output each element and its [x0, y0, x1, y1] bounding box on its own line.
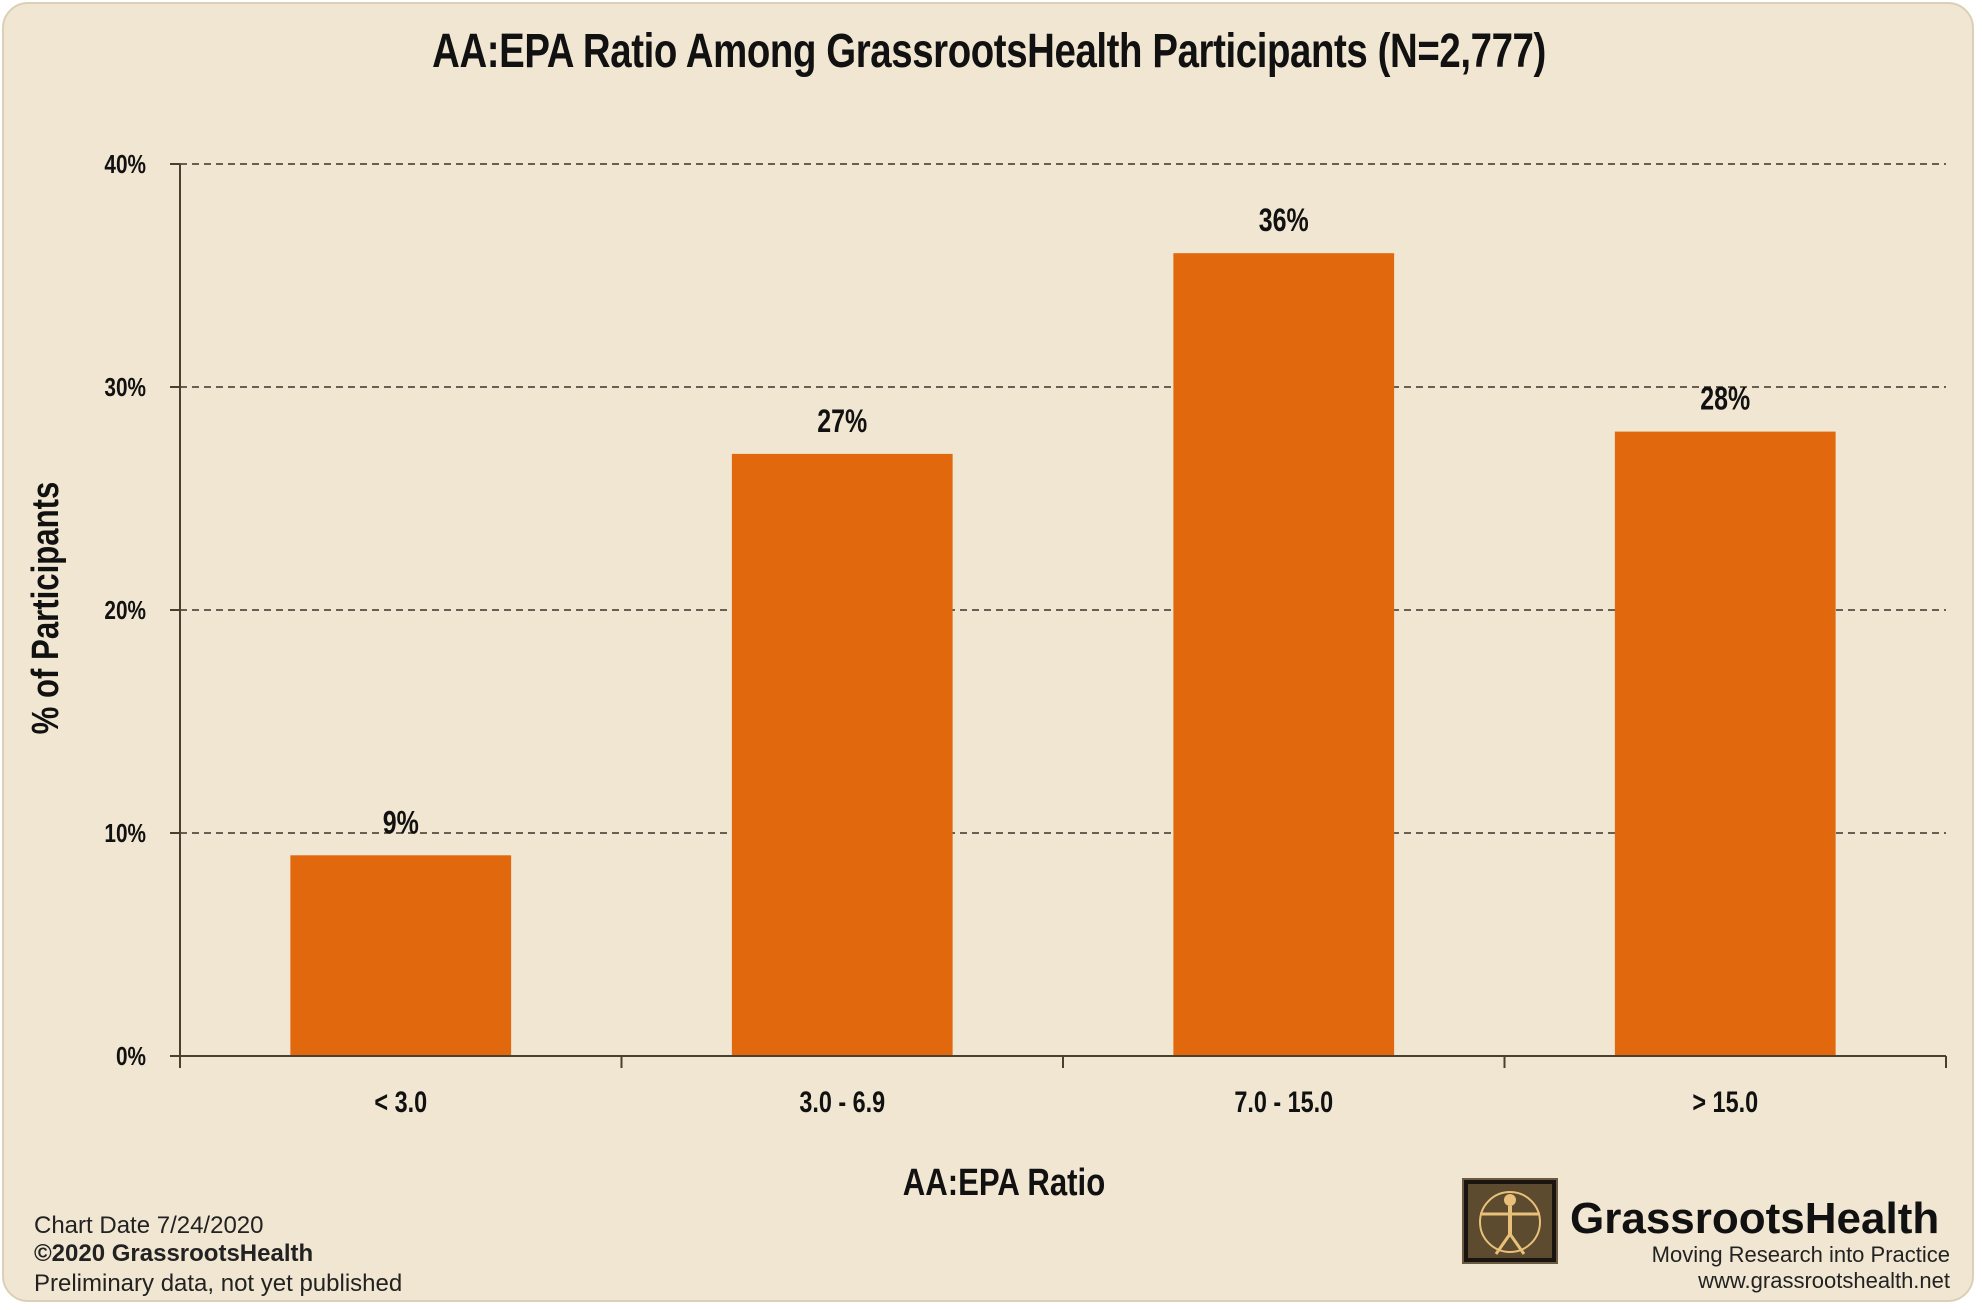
chart-title: AA:EPA Ratio Among GrassrootsHealth Part…	[432, 25, 1546, 78]
y-axis-label: % of Participants	[25, 482, 67, 735]
chart-date: Chart Date 7/24/2020	[34, 1212, 264, 1239]
data-label: 36%	[1259, 203, 1309, 239]
bar	[1614, 431, 1836, 1057]
bar	[290, 855, 512, 1056]
data-label: 28%	[1700, 382, 1750, 418]
x-tick-label: > 15.0	[1692, 1085, 1758, 1118]
y-tick-label: 20%	[104, 596, 146, 625]
copyright: ©2020 GrassrootsHealth	[34, 1240, 314, 1267]
labels: 0% 10% 20% 30% 40% 9% < 3.0 27% 3.0 - 6.9 36% 7.0 …	[104, 150, 1758, 1119]
bar	[731, 453, 953, 1056]
y-tick-label: 10%	[104, 819, 146, 848]
logo-name: GrassrootsHealth	[1570, 1194, 1940, 1243]
y-tick-label: 0%	[116, 1042, 146, 1071]
y-tick-label: 30%	[104, 373, 146, 402]
data-label: 27%	[817, 404, 867, 440]
logo-tagline: Moving Research into Practice	[1651, 1242, 1950, 1267]
x-tick-label: 3.0 - 6.9	[799, 1085, 885, 1118]
x-tick-label: 7.0 - 15.0	[1234, 1085, 1333, 1118]
y-tick-label: 40%	[104, 150, 146, 179]
gridlines	[180, 163, 1946, 834]
x-tick-label: < 3.0	[374, 1085, 427, 1118]
vitruvian-logo-icon	[1462, 1178, 1558, 1264]
x-axis-label: AA:EPA Ratio	[903, 1162, 1105, 1204]
logo-url[interactable]: www.grassrootshealth.net	[1698, 1268, 1950, 1293]
bars	[290, 253, 1836, 1057]
preliminary-note: Preliminary data, not yet published	[34, 1270, 403, 1297]
data-label: 9%	[383, 805, 419, 841]
bar	[1173, 253, 1395, 1056]
axes	[170, 163, 1947, 1068]
